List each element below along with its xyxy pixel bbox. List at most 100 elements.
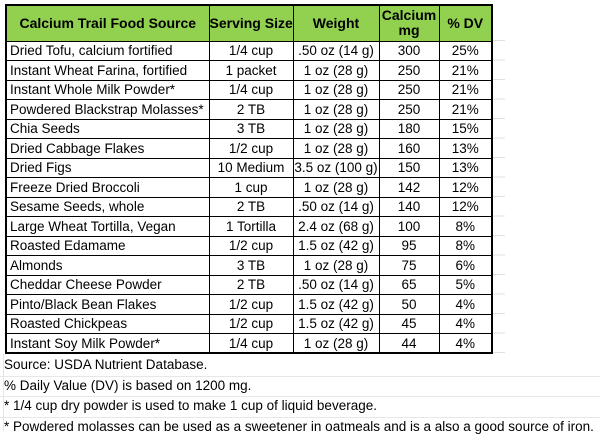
weight-cell: 3.5 oz (100 g) bbox=[293, 158, 379, 178]
calcium-mg-cell: 300 bbox=[379, 41, 439, 61]
table-row: Instant Wheat Farina, fortified 1 packet… bbox=[6, 61, 492, 81]
dv-percent-cell: 8% bbox=[439, 236, 492, 256]
weight-cell: 1 oz (28 g) bbox=[293, 256, 379, 276]
food-name-cell: Chia Seeds bbox=[6, 119, 209, 139]
serving-size-cell: 2 TB bbox=[209, 275, 293, 295]
dv-percent-cell: 12% bbox=[439, 178, 492, 198]
food-name-cell: Instant Whole Milk Powder* bbox=[6, 80, 209, 100]
serving-size-cell: 2 TB bbox=[209, 100, 293, 120]
serving-size-cell: 1/4 cup bbox=[209, 41, 293, 61]
header-serving-size: Serving Size bbox=[209, 5, 293, 41]
weight-cell: 2.4 oz (68 g) bbox=[293, 217, 379, 237]
calcium-mg-cell: 75 bbox=[379, 256, 439, 276]
table-row: Powdered Blackstrap Molasses* 2 TB 1 oz … bbox=[6, 100, 492, 120]
weight-cell: .50 oz (14 g) bbox=[293, 197, 379, 217]
food-name-cell: Instant Soy Milk Powder* bbox=[6, 334, 209, 354]
table-row: Instant Soy Milk Powder* 1/4 cup 1 oz (2… bbox=[6, 334, 492, 354]
dv-percent-cell: 5% bbox=[439, 275, 492, 295]
dv-percent-cell: 4% bbox=[439, 334, 492, 354]
table-row: Large Wheat Tortilla, Vegan 1 Tortilla 2… bbox=[6, 217, 492, 237]
table-row: Sesame Seeds, whole 2 TB .50 oz (14 g) 1… bbox=[6, 197, 492, 217]
table-body: Dried Tofu, calcium fortified 1/4 cup .5… bbox=[6, 41, 492, 353]
table-row: Almonds 3 TB 1 oz (28 g) 75 6% bbox=[6, 256, 492, 276]
note-daily-value: % Daily Value (DV) is based on 1200 mg. bbox=[4, 376, 600, 397]
header-calcium-line2: mg bbox=[380, 23, 439, 38]
table-row: Chia Seeds 3 TB 1 oz (28 g) 180 15% bbox=[6, 119, 492, 139]
table-header: Calcium Trail Food Source Serving Size W… bbox=[6, 5, 492, 41]
serving-size-cell: 1/4 cup bbox=[209, 334, 293, 354]
header-calcium-line1: Calcium bbox=[380, 8, 439, 23]
table-row: Roasted Chickpeas 1/2 cup 1.5 oz (42 g) … bbox=[6, 314, 492, 334]
weight-cell: 1 oz (28 g) bbox=[293, 334, 379, 354]
dv-percent-cell: 13% bbox=[439, 158, 492, 178]
header-calcium-mg: Calcium mg bbox=[379, 5, 439, 41]
calcium-mg-cell: 180 bbox=[379, 119, 439, 139]
table-row: Dried Tofu, calcium fortified 1/4 cup .5… bbox=[6, 41, 492, 61]
serving-size-cell: 1 packet bbox=[209, 61, 293, 81]
food-name-cell: Cheddar Cheese Powder bbox=[6, 275, 209, 295]
calcium-food-table: Calcium Trail Food Source Serving Size W… bbox=[5, 4, 493, 354]
serving-size-cell: 3 TB bbox=[209, 119, 293, 139]
calcium-mg-cell: 150 bbox=[379, 158, 439, 178]
serving-size-cell: 1 Tortilla bbox=[209, 217, 293, 237]
dv-percent-cell: 8% bbox=[439, 217, 492, 237]
food-name-cell: Freeze Dried Broccoli bbox=[6, 178, 209, 198]
serving-size-cell: 2 TB bbox=[209, 197, 293, 217]
calcium-mg-cell: 250 bbox=[379, 61, 439, 81]
table-row: Cheddar Cheese Powder 2 TB .50 oz (14 g)… bbox=[6, 275, 492, 295]
calcium-mg-cell: 95 bbox=[379, 236, 439, 256]
weight-cell: 1.5 oz (42 g) bbox=[293, 295, 379, 315]
weight-cell: 1 oz (28 g) bbox=[293, 61, 379, 81]
dv-percent-cell: 4% bbox=[439, 314, 492, 334]
weight-cell: 1 oz (28 g) bbox=[293, 139, 379, 159]
table-row: Instant Whole Milk Powder* 1/4 cup 1 oz … bbox=[6, 80, 492, 100]
note-source: Source: USDA Nutrient Database. bbox=[4, 355, 600, 376]
table-row: Dried Figs 10 Medium 3.5 oz (100 g) 150 … bbox=[6, 158, 492, 178]
note-dry-powder: * 1/4 cup dry powder is used to make 1 c… bbox=[4, 396, 600, 417]
food-name-cell: Instant Wheat Farina, fortified bbox=[6, 61, 209, 81]
serving-size-cell: 1 cup bbox=[209, 178, 293, 198]
gridline-ticks bbox=[493, 40, 505, 354]
calcium-mg-cell: 45 bbox=[379, 314, 439, 334]
calcium-mg-cell: 50 bbox=[379, 295, 439, 315]
food-name-cell: Almonds bbox=[6, 256, 209, 276]
header-weight: Weight bbox=[293, 5, 379, 41]
dv-percent-cell: 15% bbox=[439, 119, 492, 139]
weight-cell: 1.5 oz (42 g) bbox=[293, 314, 379, 334]
serving-size-cell: 1/2 cup bbox=[209, 314, 293, 334]
weight-cell: 1 oz (28 g) bbox=[293, 119, 379, 139]
table-row: Pinto/Black Bean Flakes 1/2 cup 1.5 oz (… bbox=[6, 295, 492, 315]
header-row: Calcium Trail Food Source Serving Size W… bbox=[6, 5, 492, 41]
note-molasses: * Powdered molasses can be used as a swe… bbox=[4, 417, 600, 437]
header-food-source: Calcium Trail Food Source bbox=[6, 5, 209, 41]
serving-size-cell: 1/2 cup bbox=[209, 295, 293, 315]
food-name-cell: Powdered Blackstrap Molasses* bbox=[6, 100, 209, 120]
dv-percent-cell: 13% bbox=[439, 139, 492, 159]
food-name-cell: Sesame Seeds, whole bbox=[6, 197, 209, 217]
calcium-mg-cell: 65 bbox=[379, 275, 439, 295]
serving-size-cell: 10 Medium bbox=[209, 158, 293, 178]
dv-percent-cell: 25% bbox=[439, 41, 492, 61]
weight-cell: .50 oz (14 g) bbox=[293, 41, 379, 61]
serving-size-cell: 3 TB bbox=[209, 256, 293, 276]
serving-size-cell: 1/2 cup bbox=[209, 236, 293, 256]
serving-size-cell: 1/2 cup bbox=[209, 139, 293, 159]
dv-percent-cell: 21% bbox=[439, 61, 492, 81]
weight-cell: 1 oz (28 g) bbox=[293, 80, 379, 100]
dv-percent-cell: 12% bbox=[439, 197, 492, 217]
calcium-mg-cell: 250 bbox=[379, 100, 439, 120]
food-name-cell: Pinto/Black Bean Flakes bbox=[6, 295, 209, 315]
weight-cell: 1.5 oz (42 g) bbox=[293, 236, 379, 256]
food-name-cell: Roasted Edamame bbox=[6, 236, 209, 256]
table-row: Freeze Dried Broccoli 1 cup 1 oz (28 g) … bbox=[6, 178, 492, 198]
weight-cell: 1 oz (28 g) bbox=[293, 100, 379, 120]
food-name-cell: Dried Cabbage Flakes bbox=[6, 139, 209, 159]
dv-percent-cell: 6% bbox=[439, 256, 492, 276]
dv-percent-cell: 4% bbox=[439, 295, 492, 315]
calcium-mg-cell: 44 bbox=[379, 334, 439, 354]
serving-size-cell: 1/4 cup bbox=[209, 80, 293, 100]
dv-percent-cell: 21% bbox=[439, 80, 492, 100]
table-row: Dried Cabbage Flakes 1/2 cup 1 oz (28 g)… bbox=[6, 139, 492, 159]
food-name-cell: Large Wheat Tortilla, Vegan bbox=[6, 217, 209, 237]
